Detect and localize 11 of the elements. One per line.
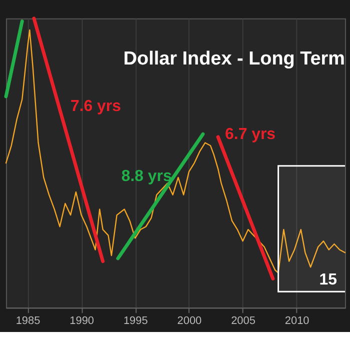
annotation: 6.7 yrs [225,126,276,144]
x-tick-label: 1990 [70,315,94,328]
x-tick-label: 1995 [123,315,148,328]
x-tick-label: 1985 [16,315,40,328]
x-tick-label: 2000 [177,315,202,328]
annotation: 8.8 yrs [121,168,172,185]
x-tick-label: 2010 [284,315,310,328]
x-tick-label: 2005 [231,315,256,328]
text: Dollar Index - Long Term [123,48,346,70]
annotation: 7.6 yrs [70,98,122,116]
annotation: 15 [319,272,338,289]
